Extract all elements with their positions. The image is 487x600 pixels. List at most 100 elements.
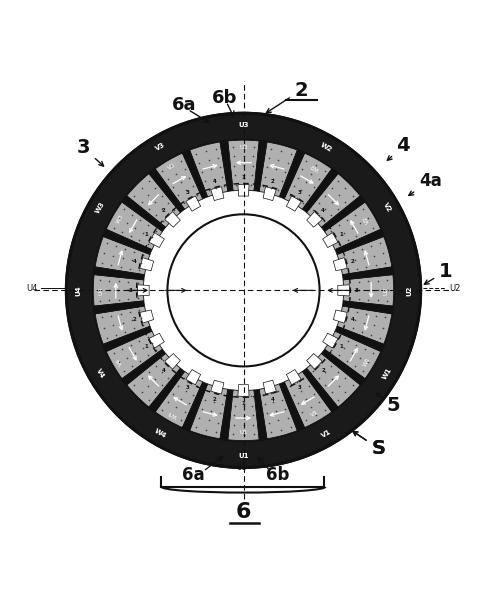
Wedge shape	[263, 380, 276, 394]
Text: U3: U3	[238, 122, 249, 128]
Wedge shape	[263, 187, 276, 200]
Text: 6b: 6b	[211, 89, 237, 107]
Wedge shape	[342, 301, 393, 314]
Wedge shape	[138, 285, 150, 296]
Text: 4: 4	[350, 317, 354, 322]
Wedge shape	[228, 140, 259, 191]
Wedge shape	[95, 306, 150, 344]
Text: 4a: 4a	[409, 172, 442, 196]
Wedge shape	[238, 184, 249, 196]
Text: 5: 5	[376, 393, 400, 415]
Wedge shape	[228, 390, 259, 440]
Text: S: S	[353, 431, 385, 458]
Text: U4: U4	[26, 284, 37, 293]
Text: 1: 1	[144, 232, 148, 236]
Text: W2: W2	[309, 162, 320, 172]
Text: W1: W1	[362, 356, 372, 367]
Text: 1: 1	[424, 262, 452, 284]
Text: 3: 3	[185, 190, 189, 196]
Wedge shape	[211, 380, 224, 394]
Wedge shape	[183, 382, 207, 431]
Text: V4: V4	[116, 357, 124, 367]
Wedge shape	[94, 267, 145, 280]
Wedge shape	[302, 368, 338, 412]
Text: W4: W4	[167, 409, 178, 418]
Wedge shape	[149, 368, 185, 412]
Text: 2: 2	[271, 179, 275, 184]
Wedge shape	[155, 371, 203, 428]
Text: 1: 1	[242, 401, 245, 406]
Text: 6b: 6b	[266, 466, 290, 484]
Wedge shape	[284, 153, 332, 209]
Wedge shape	[284, 371, 332, 428]
Text: 1: 1	[339, 232, 343, 236]
Wedge shape	[155, 153, 203, 209]
Text: V2: V2	[363, 214, 371, 224]
Text: 6a: 6a	[182, 466, 205, 484]
Text: 6: 6	[236, 502, 251, 522]
Text: U2: U2	[450, 284, 461, 293]
Wedge shape	[94, 301, 145, 314]
Wedge shape	[127, 173, 181, 227]
Text: 6a: 6a	[171, 97, 196, 115]
Wedge shape	[186, 196, 201, 211]
Text: 4: 4	[133, 259, 137, 264]
Text: W4: W4	[154, 428, 168, 440]
Text: 2: 2	[133, 317, 136, 322]
Wedge shape	[321, 349, 365, 385]
Wedge shape	[238, 385, 249, 396]
Wedge shape	[140, 257, 154, 271]
Wedge shape	[149, 233, 164, 248]
Text: U4: U4	[75, 285, 81, 296]
Wedge shape	[323, 233, 338, 248]
Text: 1: 1	[242, 175, 245, 180]
Text: 4: 4	[321, 208, 325, 213]
Text: 4: 4	[387, 136, 410, 160]
Wedge shape	[306, 353, 360, 407]
Text: 3: 3	[185, 385, 189, 391]
Text: S: S	[353, 431, 385, 458]
Text: 4: 4	[162, 368, 166, 373]
Text: 2: 2	[321, 368, 325, 373]
Wedge shape	[189, 142, 228, 197]
Wedge shape	[337, 285, 349, 296]
Wedge shape	[122, 196, 166, 232]
Circle shape	[168, 214, 319, 367]
Wedge shape	[307, 212, 322, 227]
Wedge shape	[286, 196, 301, 211]
Text: U3: U3	[239, 145, 248, 151]
Wedge shape	[259, 142, 298, 197]
Text: 1: 1	[144, 344, 148, 349]
Text: U1: U1	[237, 463, 247, 472]
Wedge shape	[95, 236, 150, 275]
Wedge shape	[286, 370, 301, 385]
Text: 2: 2	[266, 80, 308, 113]
Text: 4: 4	[271, 397, 275, 401]
Wedge shape	[307, 353, 322, 369]
Text: V4: V4	[95, 367, 105, 379]
Wedge shape	[337, 306, 392, 344]
Wedge shape	[122, 349, 166, 385]
Wedge shape	[140, 310, 154, 323]
Wedge shape	[259, 384, 298, 439]
Wedge shape	[220, 141, 233, 191]
Text: V2: V2	[382, 202, 392, 214]
Wedge shape	[66, 113, 421, 467]
Wedge shape	[94, 275, 144, 306]
Wedge shape	[335, 326, 384, 352]
Wedge shape	[254, 141, 267, 191]
Wedge shape	[165, 353, 180, 369]
Wedge shape	[186, 370, 201, 385]
Wedge shape	[106, 331, 163, 379]
Wedge shape	[323, 333, 338, 348]
Wedge shape	[254, 389, 267, 440]
Wedge shape	[343, 275, 393, 306]
Text: U4: U4	[98, 286, 104, 295]
Wedge shape	[324, 331, 381, 379]
Text: V3: V3	[155, 142, 167, 152]
Text: U1: U1	[238, 453, 249, 459]
Wedge shape	[103, 326, 152, 352]
Wedge shape	[333, 257, 347, 271]
Text: 3: 3	[77, 139, 104, 166]
Text: 2: 2	[212, 397, 216, 401]
